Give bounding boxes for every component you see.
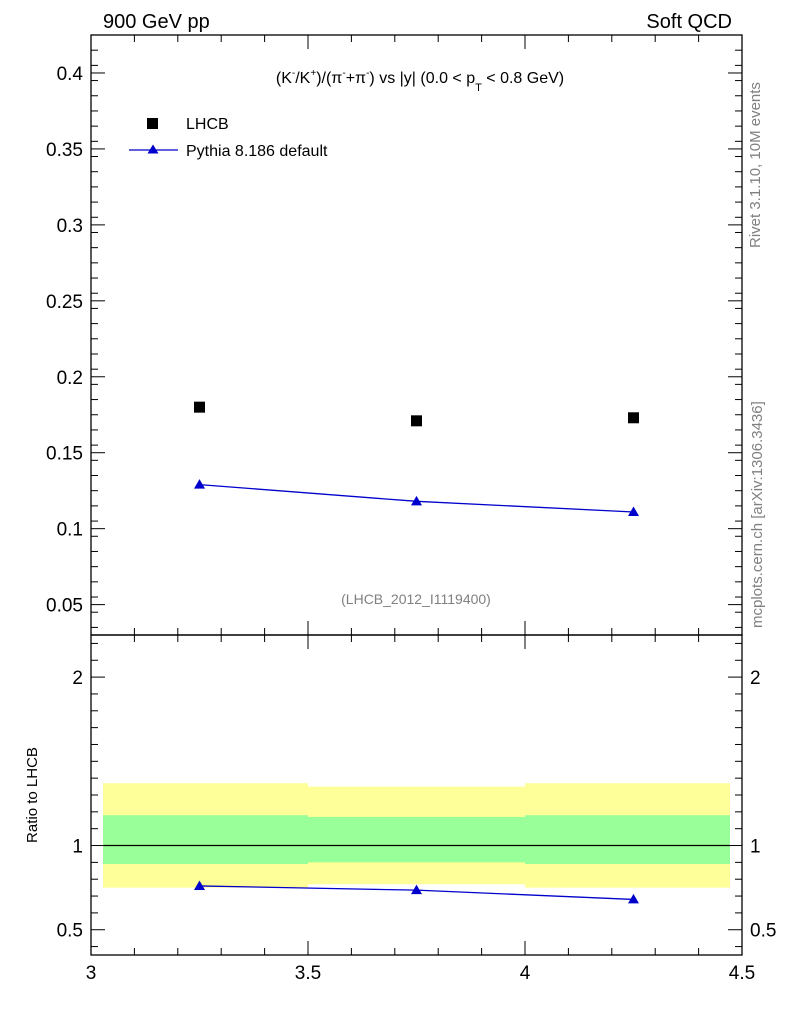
header-right: Soft QCD [646,11,732,33]
ratio-pythia-point [411,884,422,895]
main-panel: 0.05 0.1 0.15 0.2 0.25 0.3 0.35 0.4 (K-/K+)/(π-… [46,34,743,636]
ratio-panel: 0.5 0.5 1 1 2 2 3 3.5 4 4.5 Ratio to LHCB [24,634,776,984]
ratio-plot-area [194,880,639,904]
pythia-point [411,495,422,506]
ratio-ytick-label: 1 [72,837,83,858]
ratio-ytick-label-right: 1 [750,837,761,858]
legend: LHCB Pythia 8.186 default [129,116,328,160]
lhcb-point [628,412,639,424]
main-ytick-label: 0.3 [57,216,83,237]
mcplots-label: mcplots.cern.ch [arXiv:1306.3436] [749,401,766,628]
plot-title: (K-/K+)/(π-+π-) vs |y| (0.0 < pT < 0.8 G… [276,68,564,94]
ratio-ytick-label: 2 [72,668,83,689]
legend-label-lhcb: LHCB [186,116,229,133]
rivet-label: Rivet 3.1.10, 10M events [747,82,764,248]
ratio-ytick-label: 0.5 [57,921,83,942]
legend-label-pythia: Pythia 8.186 default [186,143,328,160]
ratio-bands [103,783,730,888]
ratio-pythia-point [194,880,205,890]
lhcb-point [194,401,205,413]
ratio-pythia-point [628,893,639,904]
legend-marker-lhcb [147,118,158,129]
ratio-xtick-label: 4 [520,963,531,984]
ratio-xtick-label: 4.5 [729,963,755,984]
main-plot-area [194,401,639,516]
pythia-point [194,479,205,489]
pythia-point [628,506,639,516]
ratio-band-inner [525,815,730,865]
analysis-watermark: (LHCB_2012_I1119400) [341,591,491,607]
header-left: 900 GeV pp [103,11,210,33]
main-ytick-label: 0.25 [46,292,83,313]
legend-marker-pythia [147,144,159,154]
ratio-ytick-label-right: 2 [750,668,761,689]
ratio-ytick-label-right: 0.5 [750,921,776,942]
ratio-xtick-label: 3.5 [295,963,321,984]
ratio-xtick-label: 3 [86,963,97,984]
main-ytick-label: 0.2 [57,368,83,389]
ratio-y-axis: 0.5 0.5 1 1 2 2 [57,642,776,948]
ratio-band-inner [103,815,308,865]
main-ytick-label: 0.15 [46,444,83,465]
lhcb-point [411,415,422,427]
main-ytick-label: 0.05 [46,596,83,617]
main-ytick-label: 0.4 [57,64,84,85]
main-y-axis: 0.05 0.1 0.15 0.2 0.25 0.3 0.35 0.4 [46,49,742,628]
ratio-frame [90,634,743,956]
main-ytick-label: 0.1 [57,520,83,541]
ratio-y-label: Ratio to LHCB [24,747,41,843]
ratio-band-inner [308,816,525,863]
main-ytick-label: 0.35 [46,140,83,161]
